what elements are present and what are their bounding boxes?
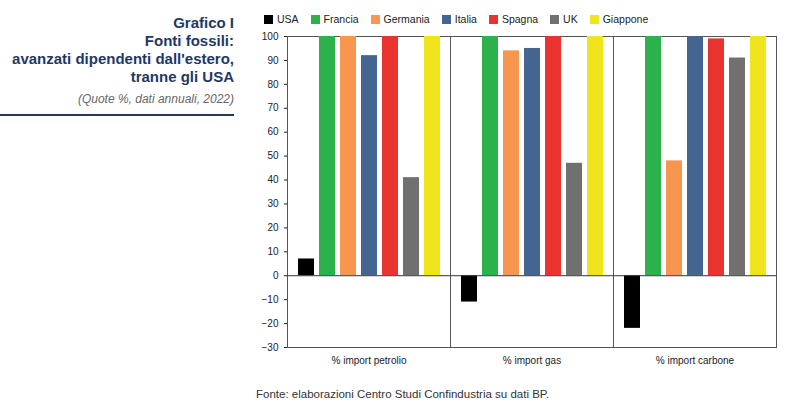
svg-text:90: 90 — [267, 55, 279, 66]
html-text:Germania: Germania — [383, 13, 430, 25]
svg-text:60: 60 — [267, 126, 279, 137]
html-text:Spagna: Spagna — [501, 13, 539, 25]
svg-text:100: 100 — [262, 31, 279, 42]
svg-text:30: 30 — [267, 198, 279, 209]
html-text:Giappone: Giappone — [602, 13, 649, 25]
svg-text:20: 20 — [267, 222, 279, 233]
html-text:Italia: Italia — [454, 13, 477, 25]
html-text:Francia: Francia — [323, 13, 359, 25]
svg-text:% import carbone: % import carbone — [656, 355, 735, 366]
svg-text:70: 70 — [267, 102, 279, 113]
html-text:(Quote %, dati annuali, 2022): (Quote %, dati annuali, 2022) — [77, 92, 234, 106]
svg-text:50: 50 — [267, 150, 279, 161]
svg-text:−30: −30 — [262, 342, 279, 353]
svg-text:40: 40 — [267, 174, 279, 185]
html-text:UK: UK — [563, 13, 578, 25]
svg-text:−20: −20 — [262, 318, 279, 329]
html-text:USA: USA — [277, 13, 299, 25]
html-text:Grafico I Fonti fossili: avanz: Grafico I Fonti fossili: avanzati dipend… — [12, 14, 234, 85]
svg-text:80: 80 — [267, 79, 279, 90]
svg-text:0: 0 — [273, 270, 279, 281]
svg-text:−10: −10 — [262, 294, 279, 305]
html-text:Fonte: elaborazioni Centro Stu: Fonte: elaborazioni Centro Studi Confind… — [256, 388, 550, 400]
svg-text:10: 10 — [267, 246, 279, 257]
svg-text:% import petrolio: % import petrolio — [331, 355, 406, 366]
svg-text:% import gas: % import gas — [503, 355, 561, 366]
